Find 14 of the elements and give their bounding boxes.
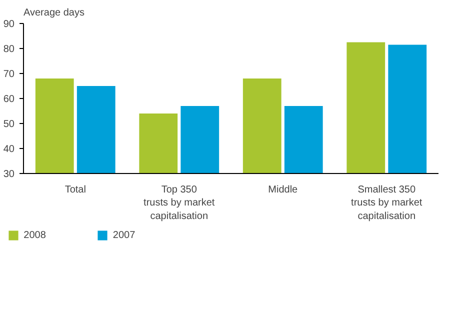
y-tick-label: 80 [3, 44, 15, 55]
y-axis-title: Average days [24, 8, 84, 18]
x-tick-label: Middle [268, 184, 298, 196]
x-tick-label: Top 350 trusts by market capitalisation [144, 184, 215, 222]
legend-label: 2008 [24, 230, 46, 240]
y-tick-label: 60 [3, 94, 15, 105]
x-tick-label: Smallest 350 trusts by market capitalisation [351, 184, 422, 222]
y-tick-label: 30 [3, 169, 15, 180]
y-tick-label: 70 [3, 69, 15, 80]
legend-label: 2007 [112, 230, 136, 240]
x-tick-label: Total [64, 184, 86, 196]
y-tick-label: 90 [3, 19, 15, 30]
y-tick-label: 50 [3, 119, 15, 130]
y-tick-label: 40 [3, 144, 15, 155]
